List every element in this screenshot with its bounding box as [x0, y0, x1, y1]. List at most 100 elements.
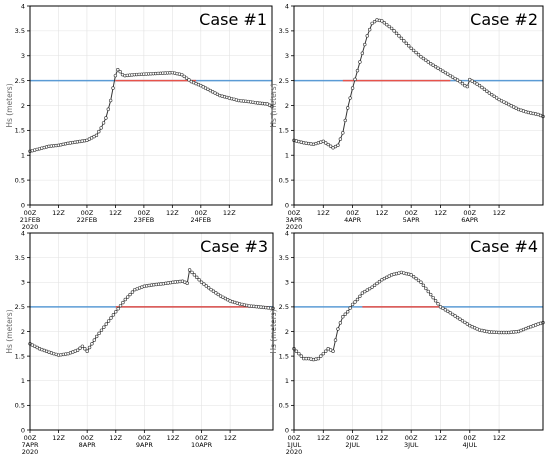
hs-data-point [333, 338, 338, 342]
x-tick-date-label: 9APR [136, 441, 154, 449]
chart-title: Case #2 [470, 10, 538, 29]
hs-data-point [106, 107, 110, 111]
hs-data-point [204, 284, 208, 288]
hs-data-point [125, 295, 130, 299]
hs-series-line [29, 268, 274, 356]
hs-data-point [321, 139, 325, 144]
hs-data-point [482, 87, 487, 92]
hs-data-point [370, 285, 374, 289]
x-tick-label: 12Z [317, 434, 330, 442]
hs-series-line [293, 19, 544, 149]
x-tick-label: 00Z [405, 434, 418, 442]
hs-data-point [372, 283, 377, 288]
hs-data-point [94, 133, 99, 138]
x-tick-label: 12Z [493, 209, 506, 217]
hs-data-point [458, 317, 462, 321]
hs-data-point [104, 322, 108, 326]
hs-data-point [433, 299, 438, 303]
x-tick-date-label: 23FEB [134, 216, 155, 224]
hs-data-point [436, 66, 440, 70]
hs-data-point [377, 279, 382, 284]
hs-data-point [460, 81, 465, 86]
hs-data-point [111, 86, 115, 90]
y-tick-label: 0 [285, 201, 289, 209]
y-tick-label: 2 [285, 328, 289, 336]
x-tick-label: 00Z [195, 434, 208, 442]
hs-data-point [338, 321, 343, 325]
y-tick-label: 0 [21, 201, 25, 209]
hs-series-line [29, 68, 273, 152]
hs-data-point [80, 344, 85, 348]
hs-data-point [316, 356, 321, 361]
x-tick-label: 00Z [138, 434, 151, 442]
y-tick-label: 2 [21, 102, 25, 110]
x-tick-label: 12Z [109, 209, 122, 217]
x-tick-label: 00Z [81, 209, 94, 217]
hs-data-point [372, 19, 377, 24]
hs-data-point [187, 268, 192, 272]
x-tick-label: 12Z [376, 209, 389, 217]
hs-data-point [409, 273, 413, 277]
y-axis-title: Hs (meters) [5, 83, 14, 127]
hs-data-point [367, 27, 372, 32]
hs-data-point [429, 292, 433, 297]
hs-data-point [363, 289, 367, 294]
hs-data-point [348, 306, 352, 310]
x-tick-label: 00Z [24, 209, 37, 217]
hs-data-point [211, 289, 216, 293]
hs-data-point [343, 312, 347, 316]
hs-data-point [450, 312, 455, 317]
hs-data-point [187, 78, 191, 82]
x-tick-label: 00Z [24, 434, 37, 442]
hs-data-point [380, 19, 384, 23]
x-tick-label: 12Z [493, 434, 506, 442]
y-tick-label: 2.5 [279, 303, 289, 311]
y-tick-label: 1.5 [15, 352, 25, 360]
x-tick-date-label: 7APR [21, 441, 39, 449]
hs-data-point [414, 50, 418, 55]
hs-data-point [326, 142, 330, 147]
x-tick-label: 12Z [166, 209, 179, 217]
hs-data-point [114, 310, 118, 314]
x-tick-label: 00Z [288, 434, 301, 442]
hs-data-point [343, 118, 347, 123]
y-tick-label: 2.5 [15, 303, 25, 311]
hs-data-point [324, 141, 328, 145]
x-tick-label: 00Z [81, 434, 94, 442]
hs-data-point [324, 349, 328, 353]
hs-data-point [394, 31, 399, 36]
hs-data-point [421, 56, 426, 61]
x-tick-date-label: 4JUL [463, 441, 478, 449]
hs-data-point [83, 347, 87, 351]
x-tick-label: 12Z [167, 434, 180, 442]
hs-data-point [431, 295, 435, 300]
hs-data-point [453, 76, 457, 81]
hs-series-line [293, 271, 544, 361]
hs-data-point [367, 286, 372, 291]
hs-data-point [358, 60, 362, 64]
hs-data-point [426, 60, 430, 64]
y-tick-label: 1 [285, 152, 289, 160]
chart-title: Case #1 [199, 10, 267, 29]
y-tick-label: 0.5 [15, 402, 25, 410]
hs-data-point [197, 278, 201, 282]
hs-data-point [338, 137, 343, 141]
x-tick-date-label: 1JUL [287, 441, 302, 449]
hs-data-point [472, 80, 477, 85]
hs-data-point [195, 275, 199, 280]
hs-data-point [441, 69, 445, 73]
hs-data-point [416, 52, 421, 57]
y-tick-label: 4 [285, 229, 289, 237]
hs-data-point [431, 63, 435, 67]
hs-data-point [97, 331, 101, 336]
y-tick-label: 1 [285, 377, 289, 385]
hs-data-point [446, 72, 450, 76]
hs-data-point [455, 315, 460, 320]
y-tick-label: 2.5 [15, 77, 25, 85]
hs-data-point [411, 48, 416, 53]
x-tick-year-label: 2020 [22, 448, 39, 455]
y-tick-label: 3.5 [279, 27, 289, 35]
hs-data-point [128, 292, 132, 297]
x-tick-date-label: 6APR [461, 216, 479, 224]
hs-data-point [414, 276, 418, 281]
